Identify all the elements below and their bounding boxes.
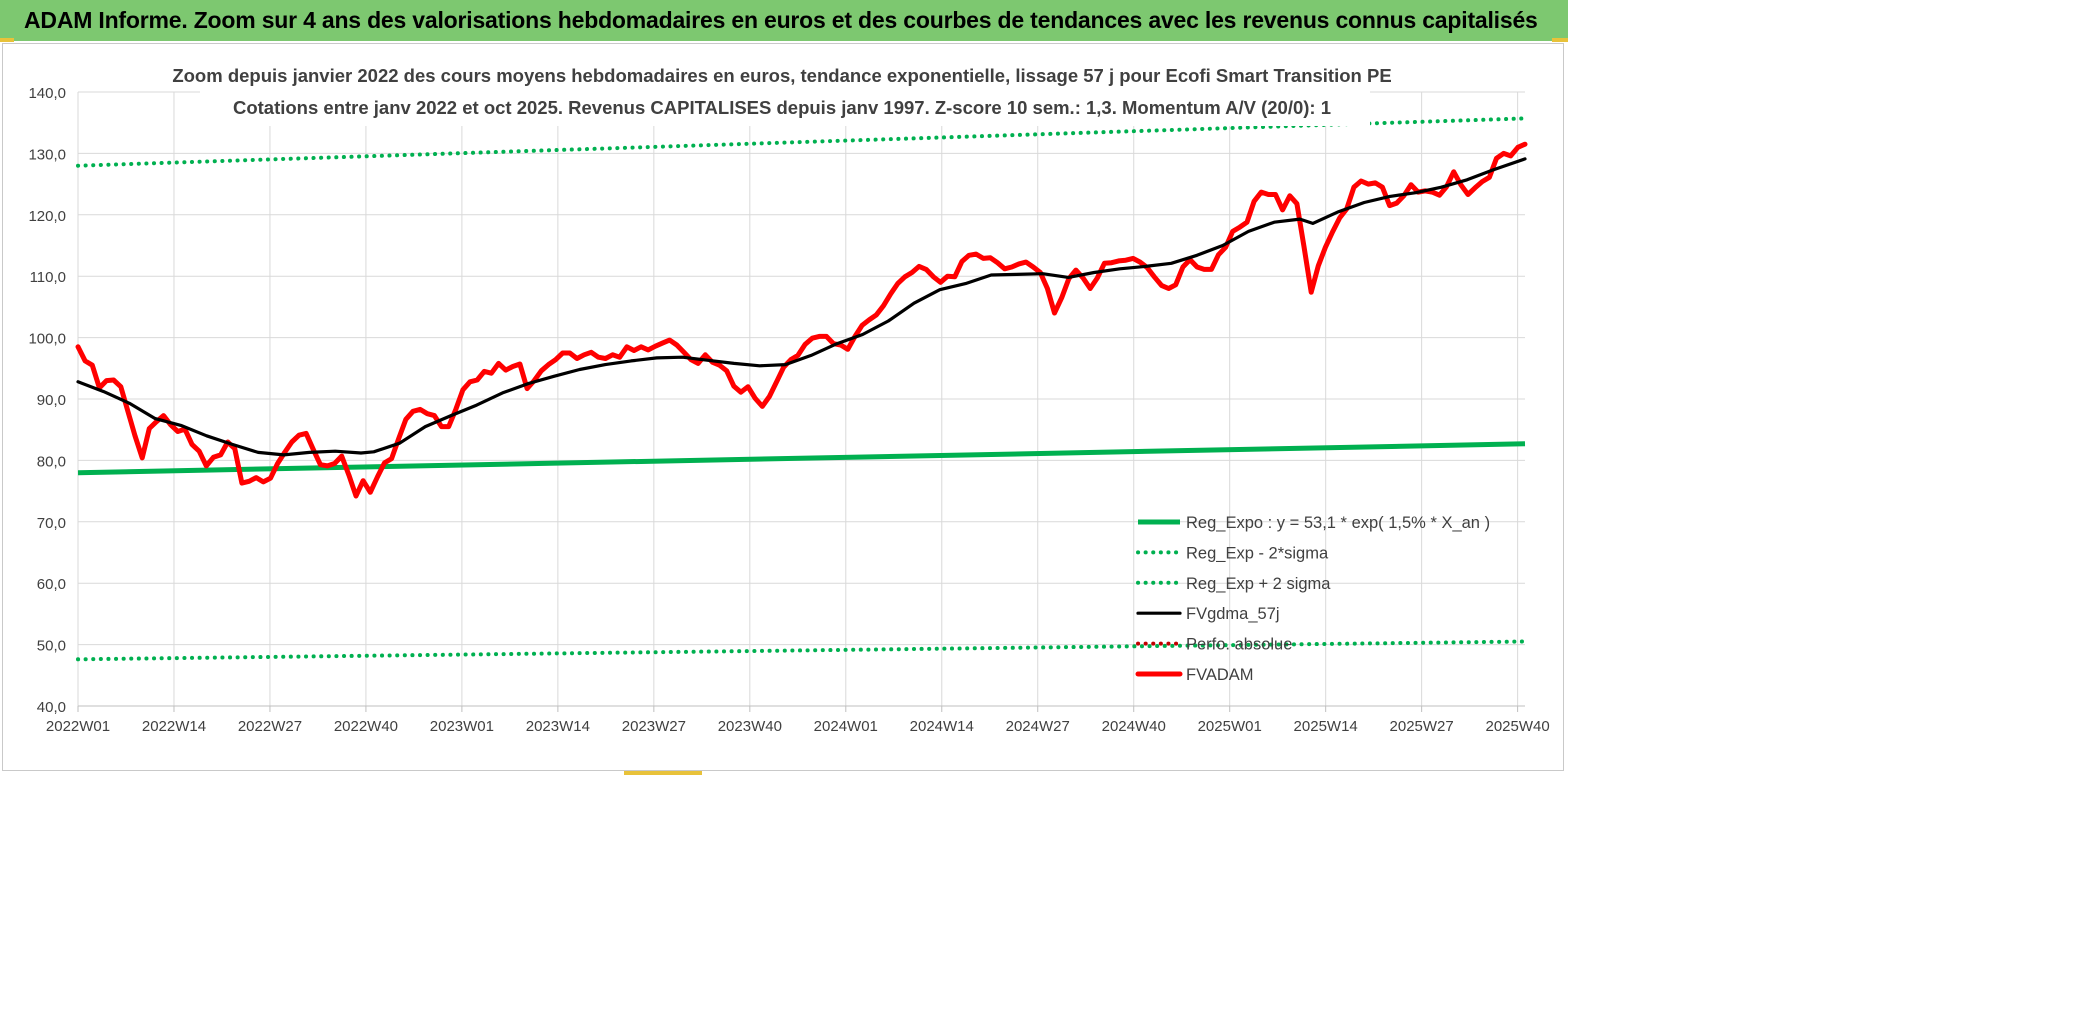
legend-label: FVgdma_57j (1186, 605, 1280, 623)
x-tick-label: 2024W14 (910, 718, 974, 735)
series-line-fvgdma-57j (76, 157, 1527, 457)
x-tick-label: 2025W40 (1486, 718, 1550, 735)
chart-title: Zoom depuis janvier 2022 des cours moyen… (172, 65, 1391, 86)
x-tick-label: 2023W40 (718, 718, 782, 735)
x-tick-label: 2024W01 (814, 718, 878, 735)
x-tick-label: 2022W01 (46, 718, 110, 735)
x-tick-label: 2023W01 (430, 718, 494, 735)
series-line-reg-expo-y-53-1-exp-1-5-x-an (77, 441, 1526, 476)
y-axis: 40,0 50,0 60,0 70,0 80,0 90,0 100,0 110,0 120,0 1… (28, 85, 66, 716)
chart-titles: Zoom depuis janvier 2022 des cours moyen… (172, 60, 1392, 126)
y-tick-label: 100,0 (28, 331, 66, 348)
grid-lines (77, 91, 1525, 707)
series-line-reg-exp-2-sigma (76, 639, 1527, 662)
x-tick-label: 2024W27 (1006, 718, 1070, 735)
x-tick-label: 2022W40 (334, 718, 398, 735)
x-tick-label: 2025W27 (1390, 718, 1454, 735)
chart-svg: 40,0 50,0 60,0 70,0 80,0 90,0 100,0 110,0 120,0 1… (28, 60, 1550, 735)
y-tick-label: 60,0 (37, 576, 66, 593)
chart-subtitle: Cotations entre janv 2022 et oct 2025. R… (233, 97, 1331, 118)
banner-title: ADAM Informe. Zoom sur 4 ans des valoris… (0, 0, 1568, 41)
series-lines (75, 116, 1528, 662)
x-tick-label: 2025W14 (1294, 718, 1358, 735)
legend-label: Perfo. absolue (1186, 636, 1292, 654)
x-tick-label: 2023W14 (526, 718, 590, 735)
x-tick-label: 2024W40 (1102, 718, 1166, 735)
legend-label: Reg_Expo : y = 53,1 * exp( 1,5% * X_an ) (1186, 514, 1490, 532)
legend-label: FVADAM (1186, 666, 1254, 684)
y-tick-label: 90,0 (37, 392, 66, 409)
y-tick-label: 110,0 (30, 269, 66, 286)
series-line-fvadam (75, 141, 1528, 499)
x-tick-label: 2025W01 (1198, 718, 1262, 735)
x-tick-label: 2022W14 (142, 718, 206, 735)
x-axis: 2022W01 2022W14 2022W27 2022W40 2023W01 2023W… (46, 705, 1550, 735)
series-line-reg-exp-2-sigma (76, 116, 1527, 168)
x-tick-label: 2023W27 (622, 718, 686, 735)
legend-label: Reg_Exp + 2 sigma (1186, 575, 1331, 593)
x-tick-label: 2022W27 (238, 718, 302, 735)
y-tick-label: 120,0 (28, 208, 66, 225)
legend: Reg_Expo : y = 53,1 * exp( 1,5% * X_an )… (1135, 514, 1490, 684)
chart-frame (2, 43, 1564, 771)
y-tick-label: 40,0 (37, 699, 66, 716)
title-background (200, 60, 1370, 126)
y-tick-label: 130,0 (28, 146, 66, 163)
y-tick-label: 50,0 (37, 638, 66, 655)
banner-accent-right (1552, 38, 1568, 42)
y-tick-label: 140,0 (28, 85, 66, 102)
y-tick-label: 80,0 (37, 453, 66, 470)
legend-label: Reg_Exp - 2*sigma (1186, 544, 1329, 562)
y-tick-label: 70,0 (37, 515, 66, 532)
banner-accent-left (0, 38, 14, 42)
bottom-accent (624, 771, 702, 775)
